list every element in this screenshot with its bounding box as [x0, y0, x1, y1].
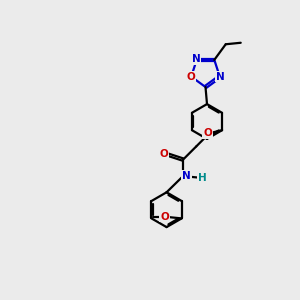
Text: N: N: [192, 54, 200, 64]
Text: N: N: [182, 171, 191, 181]
Text: O: O: [203, 128, 212, 138]
Text: H: H: [198, 172, 207, 183]
Text: O: O: [160, 148, 169, 159]
Text: O: O: [187, 72, 196, 82]
Text: N: N: [216, 72, 225, 82]
Text: O: O: [160, 212, 169, 222]
